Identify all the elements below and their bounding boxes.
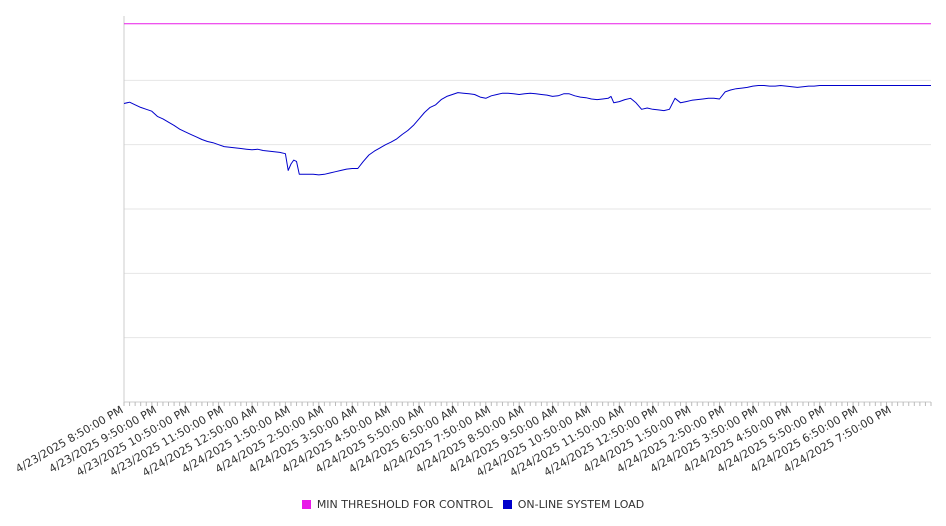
chart-legend: MIN THRESHOLD FOR CONTROL ON-LINE SYSTEM… — [0, 498, 946, 511]
legend-item-system-load[interactable]: ON-LINE SYSTEM LOAD — [502, 498, 645, 511]
legend-swatch-system-load — [502, 500, 512, 509]
x-axis-ticks — [123, 402, 932, 406]
x-axis-tick-labels: 4/23/2025 8:50:00 PM4/23/2025 9:50:00 PM… — [13, 403, 893, 479]
legend-swatch-threshold — [301, 500, 311, 509]
y-gridlines — [124, 79, 931, 339]
legend-item-threshold[interactable]: MIN THRESHOLD FOR CONTROL — [301, 498, 493, 511]
chart-axes — [123, 16, 931, 403]
legend-label-system-load: ON-LINE SYSTEM LOAD — [517, 498, 645, 511]
legend-label-threshold: MIN THRESHOLD FOR CONTROL — [316, 498, 493, 511]
series-lines — [123, 23, 931, 176]
series-line-system-load — [123, 85, 931, 176]
